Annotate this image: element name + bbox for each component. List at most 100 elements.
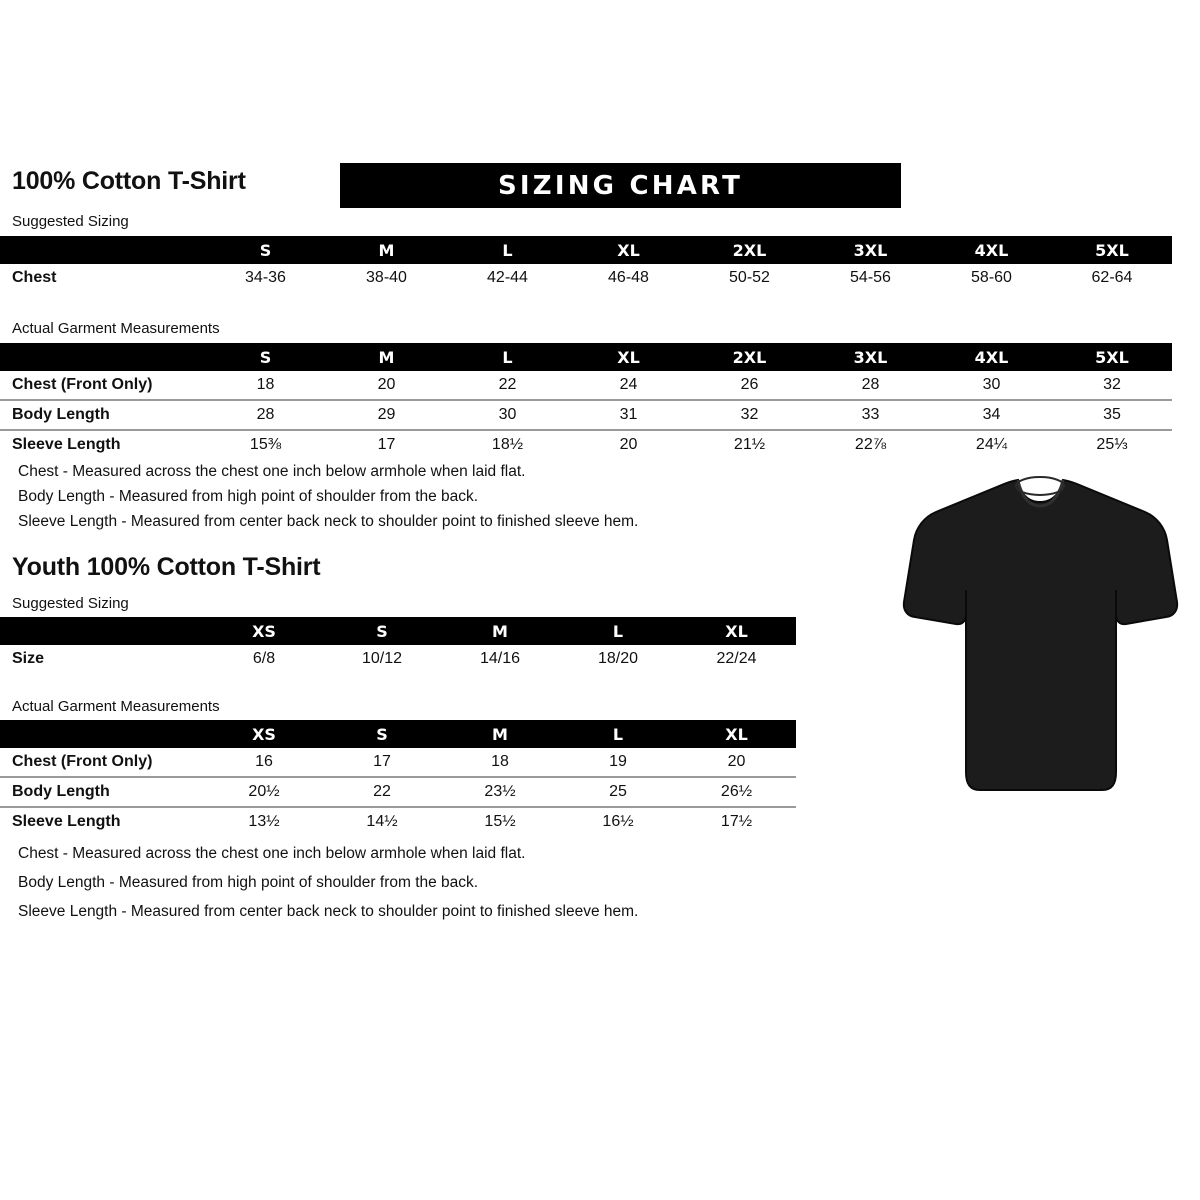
table-row: Body Length 28 29 30 31 32 33 34 35 — [0, 399, 1172, 430]
col-header-s: S — [259, 347, 272, 367]
row-label-chest: Chest — [12, 269, 57, 286]
cell-size-l: 18/20 — [597, 650, 639, 667]
cell-sleevelength-s: 14½ — [323, 806, 441, 836]
row-label-sleeve-length: Sleeve Length — [0, 429, 205, 459]
youth-note-body-length: Body Length - Measured from high point o… — [18, 874, 479, 891]
cell-chest-3xl: 54-56 — [850, 269, 891, 286]
table-header-row: S M L XL 2XL 3XL 4XL 5XL — [0, 236, 1172, 264]
cell-bodylength-3xl: 33 — [810, 399, 931, 430]
table-row: Body Length 20½ 22 23½ 25 26½ — [0, 776, 796, 807]
col-header-5xl: 5XL — [1095, 240, 1129, 260]
cell-chest-5xl: 62-64 — [1091, 269, 1133, 286]
cell-chestfront-4xl: 30 — [982, 376, 1001, 393]
cell-bodylength-xl: 26½ — [677, 776, 796, 807]
cell-chest-xl: 46-48 — [608, 269, 649, 286]
col-header-l: L — [612, 621, 624, 641]
cell-chest-l: 42-44 — [487, 269, 528, 286]
cell-size-s: 10/12 — [361, 650, 403, 667]
cell-size-m: 14/16 — [479, 650, 521, 667]
youth-section-title: Youth 100% Cotton T-Shirt — [12, 553, 321, 581]
cell-bodylength-xs: 20½ — [205, 776, 323, 807]
youth-actual-measurements-caption: Actual Garment Measurements — [12, 698, 220, 715]
cell-bodylength-s: 22 — [323, 776, 441, 807]
adult-suggested-sizing-table: S M L XL 2XL 3XL 4XL 5XL Chest 34-36 38-… — [0, 236, 1172, 292]
cell-bodylength-s: 28 — [205, 399, 326, 430]
cell-size-xs: 6/8 — [252, 650, 276, 667]
col-header-l: L — [502, 347, 513, 367]
col-header-l: L — [612, 724, 624, 744]
col-header-4xl: 4XL — [974, 347, 1009, 367]
cell-sleevelength-s: 15⅜ — [205, 429, 326, 459]
tshirt-product-image — [900, 472, 1180, 802]
col-header-xl: XL — [617, 347, 640, 367]
adult-note-body-length: Body Length - Measured from high point o… — [18, 488, 479, 505]
adult-actual-measurements-table: S M L XL 2XL 3XL 4XL 5XL Chest (Front On… — [0, 343, 1172, 459]
sizing-chart-banner: SIZING CHART — [340, 163, 901, 208]
cell-sleevelength-2xl: 21½ — [689, 429, 810, 459]
cell-chestfront-m: 18 — [491, 753, 509, 770]
cell-sleevelength-xl: 17½ — [677, 806, 796, 836]
cell-bodylength-m: 23½ — [441, 776, 559, 807]
col-header-2xl: 2XL — [732, 347, 767, 367]
col-header-2xl: 2XL — [732, 240, 767, 260]
col-header-s: S — [259, 240, 272, 260]
adult-note-chest: Chest - Measured across the chest one in… — [18, 463, 526, 480]
cell-sleevelength-4xl: 24¼ — [931, 429, 1052, 459]
cell-bodylength-l: 25 — [559, 776, 677, 807]
row-label-body-length: Body Length — [0, 399, 205, 430]
cell-chestfront-m: 20 — [377, 376, 396, 393]
table-row: Chest (Front Only) 16 17 18 19 20 — [0, 748, 796, 777]
cell-sleevelength-xs: 13½ — [205, 806, 323, 836]
row-label-chest-front-only: Chest (Front Only) — [12, 376, 153, 393]
row-label-chest-front-only: Chest (Front Only) — [12, 753, 153, 770]
youth-note-sleeve-length: Sleeve Length - Measured from center bac… — [18, 903, 639, 920]
table-row: Chest 34-36 38-40 42-44 46-48 50-52 54-5… — [0, 264, 1172, 292]
col-header-4xl: 4XL — [974, 240, 1009, 260]
table-row: Size 6/8 10/12 14/16 18/20 22/24 — [0, 645, 796, 673]
cell-bodylength-5xl: 35 — [1052, 399, 1172, 430]
cell-bodylength-4xl: 34 — [931, 399, 1052, 430]
col-header-3xl: 3XL — [853, 240, 888, 260]
col-header-l: L — [502, 240, 513, 260]
table-row: Chest (Front Only) 18 20 22 24 26 28 30 … — [0, 371, 1172, 400]
cell-sleevelength-3xl: 22⅞ — [810, 429, 931, 459]
adult-section-title: 100% Cotton T-Shirt — [12, 167, 246, 195]
cell-sleevelength-l: 16½ — [559, 806, 677, 836]
table-header-row: S M L XL 2XL 3XL 4XL 5XL — [0, 343, 1172, 371]
cell-sleevelength-xl: 20 — [568, 429, 689, 459]
cell-bodylength-l: 30 — [447, 399, 568, 430]
col-header-rowlabel — [0, 343, 205, 371]
sizing-chart-banner-label: SIZING CHART — [497, 170, 744, 201]
cell-sleevelength-5xl: 25⅓ — [1052, 429, 1172, 459]
cell-chest-s: 34-36 — [245, 269, 286, 286]
col-header-s: S — [376, 621, 388, 641]
table-header-row: XS S M L XL — [0, 617, 796, 645]
table-row: Sleeve Length 13½ 14½ 15½ 16½ 17½ — [0, 806, 796, 836]
cell-sleevelength-m: 15½ — [441, 806, 559, 836]
col-header-m: M — [378, 347, 395, 367]
col-header-xs: XS — [252, 724, 276, 744]
cell-chestfront-xs: 16 — [255, 753, 273, 770]
col-header-xl: XL — [725, 724, 748, 744]
youth-suggested-sizing-caption: Suggested Sizing — [12, 595, 129, 612]
col-header-m: M — [492, 621, 508, 641]
col-header-m: M — [378, 240, 395, 260]
col-header-rowlabel — [0, 720, 205, 748]
col-header-xl: XL — [725, 621, 748, 641]
youth-note-chest: Chest - Measured across the chest one in… — [18, 845, 526, 862]
cell-bodylength-xl: 31 — [568, 399, 689, 430]
cell-chestfront-5xl: 32 — [1103, 376, 1121, 393]
col-header-xs: XS — [252, 621, 276, 641]
col-header-5xl: 5XL — [1095, 347, 1129, 367]
cell-chest-4xl: 58-60 — [971, 269, 1012, 286]
cell-chestfront-l: 22 — [498, 376, 517, 393]
youth-actual-measurements-table: XS S M L XL Chest (Front Only) 16 17 18 … — [0, 720, 796, 836]
col-header-xl: XL — [617, 240, 640, 260]
cell-size-xl: 22/24 — [716, 650, 757, 667]
cell-sleevelength-m: 17 — [326, 429, 447, 459]
col-header-3xl: 3XL — [853, 347, 888, 367]
col-header-s: S — [376, 724, 388, 744]
cell-chestfront-3xl: 28 — [861, 376, 880, 393]
row-label-size: Size — [12, 650, 45, 667]
